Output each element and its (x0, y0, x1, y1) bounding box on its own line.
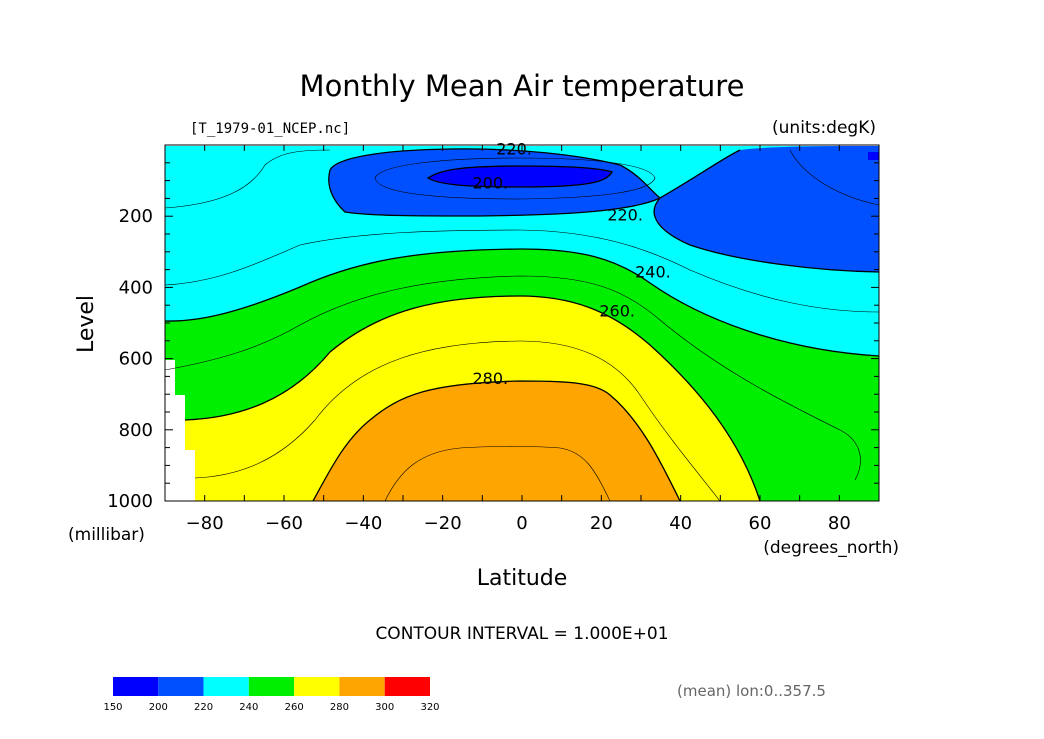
colorbar-swatch (384, 677, 430, 696)
contour-labels: 220. 200. 220. 240. 260. 280. (472, 140, 670, 389)
band-280-300 (313, 381, 680, 501)
colorbar-label: 240 (239, 702, 258, 713)
x-axis: −80 −60 −40 −20 0 20 40 60 80 (164, 145, 880, 534)
contour-label: 220. (607, 205, 643, 224)
contour-200-line (426, 165, 613, 188)
minor-contours (164, 149, 880, 502)
y-tick-label: 400 (119, 277, 153, 298)
y-tick-label: 200 (119, 206, 153, 227)
x-tick-label: −60 (265, 513, 303, 534)
colorbar: 150 200 220 240 260 280 300 320 (103, 677, 440, 713)
x-tick-label: −40 (344, 513, 382, 534)
colorbar-swatch (339, 677, 385, 696)
colorbar-label: 200 (149, 702, 168, 713)
contour-230c-line (789, 149, 880, 206)
y-tick-label: 1000 (107, 491, 153, 512)
contour-interval-note: CONTOUR INTERVAL = 1.000E+01 (375, 624, 668, 644)
y-axis: 200 400 600 800 1000 (107, 162, 879, 512)
contour-250-line (164, 275, 861, 481)
plot-area: 220. 200. 220. 240. 260. 280. (164, 140, 880, 502)
contour-label: 260. (599, 302, 635, 321)
x-axis-title: Latitude (477, 566, 568, 591)
colorbar-label: 150 (103, 702, 122, 713)
contour-230-line (164, 149, 331, 209)
colorbar-swatch (203, 677, 249, 696)
contour-280-line (312, 380, 681, 502)
contour-230b-line (164, 229, 880, 313)
x-tick-label: 20 (590, 513, 613, 534)
colorbar-label: 300 (375, 702, 394, 713)
contour-label: 280. (472, 369, 508, 388)
contour-label: 220. (496, 140, 532, 159)
colorbar-label: 220 (194, 702, 213, 713)
band-below-200 (428, 166, 612, 187)
x-tick-label: −20 (424, 513, 462, 534)
file-label: [T_1979-01_NCEP.nc] (190, 121, 350, 137)
y-axis-title: Level (74, 295, 99, 353)
x-axis-units: (degrees_north) (763, 538, 899, 558)
contour-240-line (164, 248, 880, 357)
contour-label: 240. (635, 262, 671, 281)
colorbar-label: 320 (420, 702, 439, 713)
x-tick-label: −80 (186, 513, 224, 534)
contour-220-right-line (653, 149, 880, 273)
x-tick-label: 0 (516, 513, 527, 534)
contour-290-line (384, 446, 611, 502)
contour-270-line (194, 340, 721, 502)
mean-note: (mean) lon:0..357.5 (677, 682, 826, 700)
colorbar-swatch (294, 677, 340, 696)
colorbar-label: 260 (285, 702, 304, 713)
chart-title: Monthly Mean Air temperature (300, 69, 745, 103)
major-contours (164, 148, 880, 502)
band-200-220-right (654, 146, 879, 272)
colorbar-label: 280 (330, 702, 349, 713)
x-tick-label: 80 (828, 513, 851, 534)
colorbar-swatch (158, 677, 204, 696)
contour-260-line (184, 295, 761, 502)
colorbar-swatch (248, 677, 295, 696)
colorbar-swatch (113, 677, 159, 696)
x-tick-label: 40 (669, 513, 692, 534)
y-tick-label: 800 (119, 420, 153, 441)
y-axis-units: (millibar) (68, 525, 145, 545)
contour-210-line (374, 157, 656, 200)
x-tick-label: 60 (749, 513, 772, 534)
missing-data-notch (165, 360, 195, 501)
units-label: (units:degK) (772, 118, 876, 138)
y-tick-label: 600 (119, 349, 153, 370)
contour-label: 200. (472, 173, 508, 192)
band-below-200-corner (868, 152, 879, 160)
